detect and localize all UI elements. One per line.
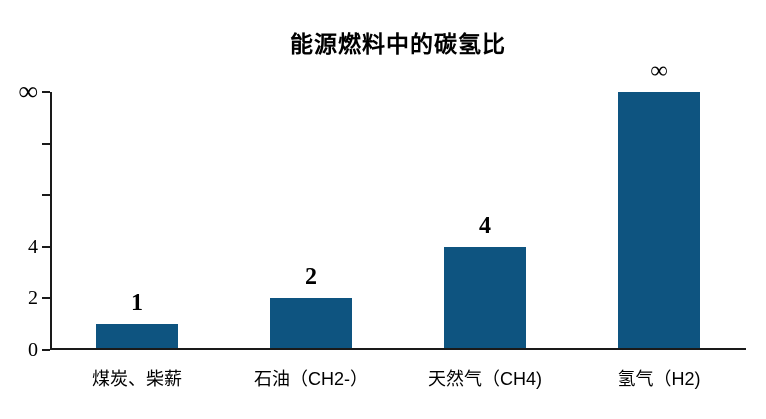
bar: [270, 298, 352, 350]
x-category-label: 煤炭、柴薪: [92, 369, 182, 389]
bar-value-label: 2: [305, 264, 317, 291]
bar-value-label: 1: [131, 290, 143, 317]
y-tick-label: 0: [28, 339, 38, 361]
y-tick-mark: [42, 91, 50, 93]
y-tick-mark: [42, 349, 50, 351]
bar-group: 4 天然气（CH4): [428, 92, 542, 389]
x-category-label: 天然气（CH4): [427, 369, 542, 389]
plot-area: 0 2 4 ∞ 1 煤炭、柴薪 2 石油（CH2-） 4 天然气（CH4) ∞ 氢气（H2): [19, 59, 746, 389]
bar: [444, 246, 526, 350]
bar-value-label: ∞: [650, 58, 668, 84]
bar: [618, 92, 700, 350]
y-axis-line: [50, 92, 52, 350]
x-category-label: 石油（CH2-）: [253, 369, 368, 389]
bar-value-label: 4: [479, 212, 491, 239]
bar-group: ∞ 氢气（H2): [617, 59, 700, 389]
y-tick-label: 2: [28, 287, 38, 310]
x-axis-line: [50, 348, 746, 350]
y-tick-mark: [42, 297, 50, 300]
x-category-label: 氢气（H2): [617, 369, 701, 389]
y-tick-mark: [42, 142, 50, 145]
y-tick-label: 4: [28, 235, 38, 258]
bar-group: 2 石油（CH2-）: [254, 92, 368, 389]
bar-group: 1 煤炭、柴薪: [92, 92, 182, 389]
y-tick-mark: [42, 194, 50, 197]
bar: [96, 324, 178, 350]
chart-title: 能源燃料中的碳氢比: [290, 31, 506, 57]
y-tick-mark: [42, 245, 50, 248]
y-tick-label: ∞: [18, 76, 38, 106]
